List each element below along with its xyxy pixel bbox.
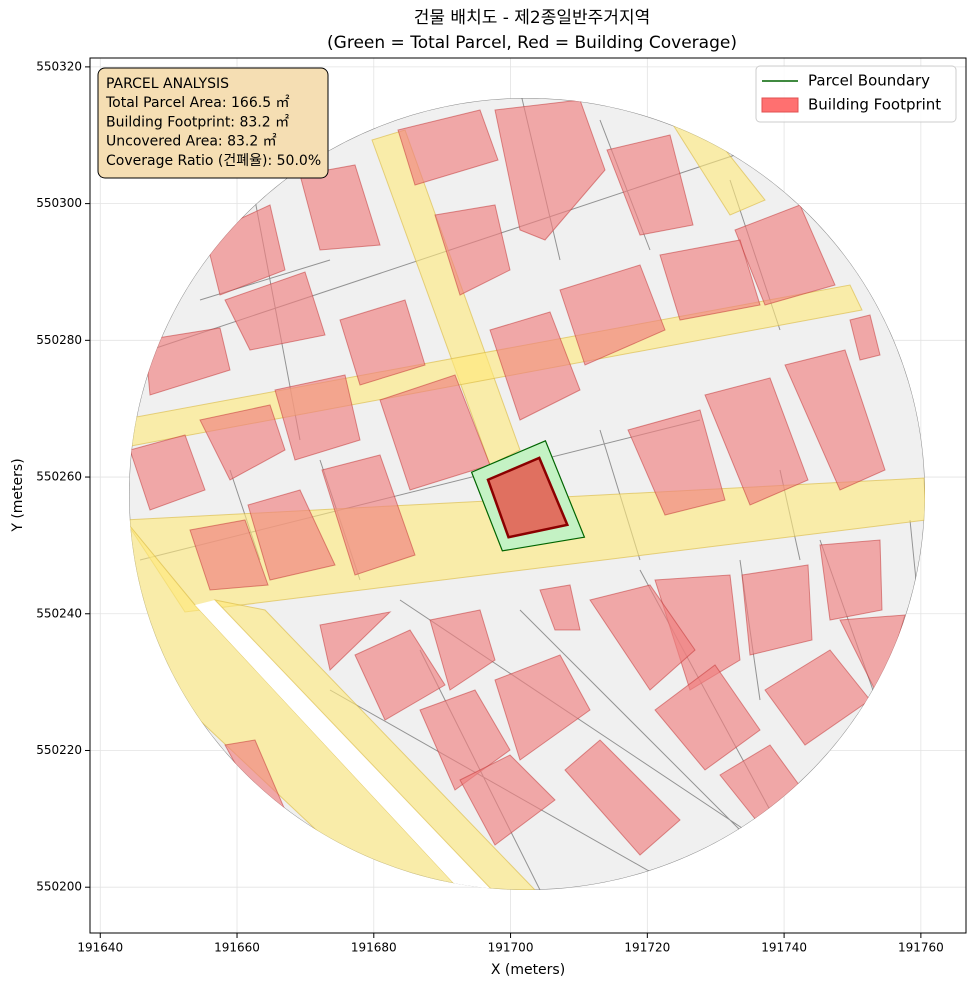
legend: Parcel Boundary Building Footprint	[755, 65, 957, 123]
axes: 191640 191660 191680 191700 191720 191740 1917…	[36, 59, 944, 954]
legend-swatch	[761, 97, 799, 113]
annotation-line: Uncovered Area: 83.2 ㎡	[106, 134, 277, 150]
y-axis-label: Y (meters)	[10, 458, 26, 532]
annotation-line: Coverage Ratio (건폐율): 50.0%	[106, 153, 321, 169]
annotation-box	[97, 67, 329, 179]
annotation-line: Building Footprint: 83.2 ㎡	[106, 114, 289, 130]
y-tick-label: 550200	[36, 880, 82, 894]
x-tick-label: 191760	[898, 941, 944, 955]
y-tick-label: 550240	[36, 606, 82, 620]
y-tick-label: 550280	[36, 333, 82, 347]
x-tick-label: 191640	[77, 941, 123, 955]
annotation: PARCEL ANALYSIS Total Parcel Area: 166.5 …	[97, 67, 329, 179]
annotation-line: PARCEL ANALYSIS	[106, 76, 229, 92]
annotation-line: Total Parcel Area: 166.5 ㎡	[105, 95, 290, 111]
x-tick-label: 191720	[624, 941, 670, 955]
legend-label: Building Footprint	[808, 96, 941, 114]
x-axis-label: X (meters)	[491, 962, 565, 978]
buildings	[129, 99, 906, 856]
context-map	[129, 98, 925, 890]
axes-frame	[89, 57, 967, 934]
y-tick-label: 550300	[36, 196, 82, 210]
x-tick-label: 191680	[351, 941, 397, 955]
x-tick-label: 191700	[488, 941, 534, 955]
legend-label: Parcel Boundary	[808, 72, 930, 90]
legend-box	[755, 65, 957, 123]
parcels	[470, 440, 586, 552]
x-tick-label: 191740	[761, 941, 807, 955]
chart-title: 건물 배치도 - 제2종일반주거지역	[414, 8, 650, 28]
y-tick-label: 550220	[36, 743, 82, 757]
chart-subtitle: (Green = Total Parcel, Red = Building Co…	[327, 33, 737, 53]
building-polygon	[486, 456, 570, 539]
x-tick-label: 191660	[214, 941, 260, 955]
y-tick-label: 550260	[36, 470, 82, 484]
y-tick-label: 550320	[36, 59, 82, 73]
